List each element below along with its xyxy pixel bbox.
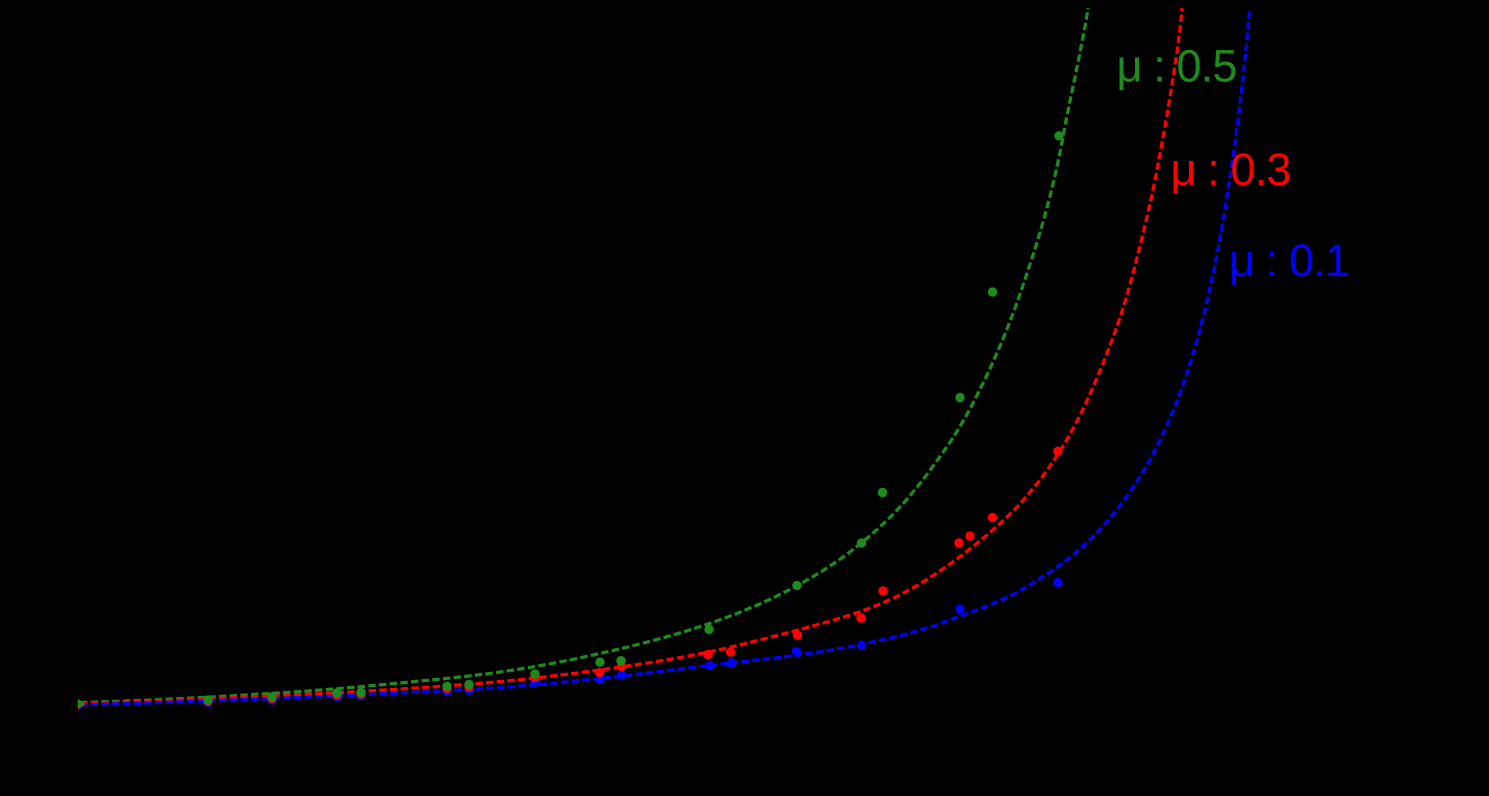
svg-text:μ : 0.3: μ : 0.3 [1171,144,1291,195]
svg-text:μ : 0.5: μ : 0.5 [1117,40,1237,91]
svg-text:μ : 0.1: μ : 0.1 [1229,235,1349,286]
